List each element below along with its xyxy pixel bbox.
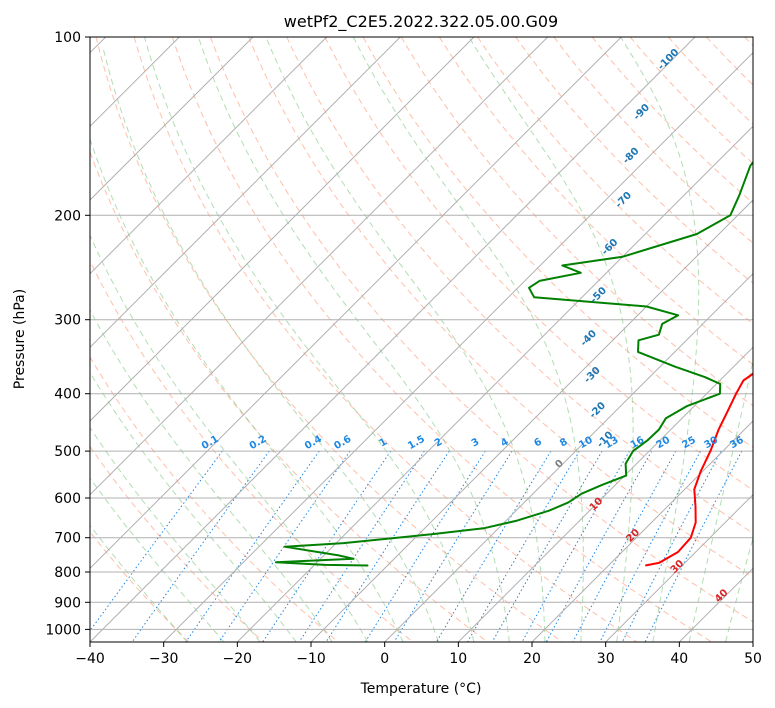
moist-adiabat bbox=[725, 536, 753, 642]
x-tick-label: 50 bbox=[744, 651, 762, 667]
dry-adiabat bbox=[286, 37, 753, 534]
y-tick-label: 200 bbox=[54, 208, 81, 224]
x-tick-label: −10 bbox=[296, 651, 326, 667]
y-tick-label: 400 bbox=[54, 387, 81, 403]
isotherm-gridline bbox=[605, 493, 753, 642]
x-tick-label: −30 bbox=[149, 651, 179, 667]
isotherm-gridline bbox=[163, 51, 753, 642]
x-tick-label: −40 bbox=[75, 651, 105, 667]
moist-adiabat bbox=[90, 234, 369, 642]
isotherm-gridline bbox=[90, 37, 622, 570]
dry-adiabat bbox=[400, 37, 753, 407]
isotherm-gridline bbox=[90, 37, 696, 642]
y-tick-label: 700 bbox=[54, 531, 81, 547]
moist-adiabat bbox=[90, 137, 404, 642]
x-tick-label: −20 bbox=[223, 651, 253, 667]
moist-adiabat bbox=[352, 37, 584, 642]
dry-adiabat bbox=[210, 37, 753, 623]
mixing-ratio-line bbox=[572, 450, 677, 642]
isotherm-gridline bbox=[531, 420, 753, 642]
dry-adiabat bbox=[90, 445, 264, 642]
mixing-ratio-line bbox=[90, 450, 223, 632]
mixing-ratio-line bbox=[599, 450, 701, 642]
dry-adiabat bbox=[90, 531, 190, 642]
isotherm-gridline bbox=[90, 37, 254, 201]
mixing-ratio-line bbox=[298, 450, 425, 642]
x-axis: −40 −30 −20 −10 0 10 20 30 40 50 bbox=[75, 642, 762, 667]
x-axis-label: Temperature (°C) bbox=[360, 681, 482, 697]
dewpoint-line bbox=[274, 160, 753, 567]
chart-title: wetPf2_C2E5.2022.322.05.00.G09 bbox=[284, 12, 558, 32]
dry-adiabat bbox=[248, 37, 753, 578]
series-group bbox=[274, 160, 753, 567]
isotherm-gridline bbox=[236, 125, 753, 642]
isotherm-gridline bbox=[384, 272, 753, 642]
mixing-ratio-label: 2 bbox=[433, 436, 445, 449]
background-lines bbox=[90, 37, 753, 642]
moist-adiabat bbox=[90, 426, 261, 642]
mixing-ratio-line bbox=[521, 450, 630, 642]
y-tick-label: 300 bbox=[54, 313, 81, 329]
mixing-ratio-label: 4 bbox=[499, 436, 511, 449]
dry-adiabat bbox=[90, 356, 339, 642]
isotherm-gridline bbox=[90, 37, 401, 349]
isotherm-gridline bbox=[457, 346, 753, 642]
isotherm-gridline bbox=[310, 199, 753, 642]
y-axis-label: Pressure (hPa) bbox=[12, 289, 28, 389]
temperature-line bbox=[645, 372, 753, 567]
isotherm-gridline bbox=[90, 37, 328, 275]
y-tick-label: 1000 bbox=[45, 622, 81, 638]
plot-frame bbox=[89, 36, 754, 643]
y-tick-label: 600 bbox=[54, 491, 81, 507]
y-tick-label: 100 bbox=[54, 30, 81, 46]
moist-adiabat bbox=[265, 37, 546, 642]
mixing-ratio-label: 3 bbox=[470, 436, 482, 449]
x-tick-label: 10 bbox=[449, 651, 467, 667]
moist-adiabat bbox=[90, 477, 225, 642]
moist-adiabat bbox=[620, 37, 700, 642]
moist-adiabat bbox=[197, 37, 510, 642]
moist-adiabat bbox=[103, 49, 439, 642]
moist-adiabat bbox=[688, 358, 753, 642]
isotherm-gridline bbox=[90, 37, 549, 496]
y-tick-label: 800 bbox=[54, 565, 81, 581]
dry-adiabat bbox=[171, 37, 712, 642]
mixing-ratio-label: 6 bbox=[532, 436, 544, 449]
mixing-ratio-line bbox=[621, 450, 722, 642]
grid bbox=[90, 37, 753, 642]
mixing-ratio-line bbox=[545, 450, 653, 642]
mixing-ratio-line bbox=[185, 450, 320, 642]
x-tick-label: 40 bbox=[670, 651, 688, 667]
dry-adiabat bbox=[438, 37, 753, 366]
dry-adiabat bbox=[90, 150, 488, 642]
x-tick-label: 0 bbox=[380, 651, 389, 667]
moist-adiabat bbox=[144, 37, 475, 642]
dry-adiabat bbox=[553, 37, 753, 244]
x-tick-label: 20 bbox=[523, 651, 541, 667]
mixing-ratio-label: 8 bbox=[558, 436, 570, 449]
mixing-ratio-line bbox=[491, 450, 603, 642]
mixing-ratio-line bbox=[644, 450, 743, 642]
moist-adiabat bbox=[90, 308, 333, 642]
dry-adiabat bbox=[133, 37, 638, 642]
y-tick-label: 900 bbox=[54, 595, 81, 611]
mixing-ratio-label: 1 bbox=[378, 436, 390, 449]
mixing-ratio-line bbox=[218, 450, 351, 642]
y-tick-label: 500 bbox=[54, 444, 81, 460]
x-tick-label: 30 bbox=[597, 651, 615, 667]
dry-adiabat bbox=[591, 37, 753, 204]
isotherm-gridline bbox=[90, 37, 475, 422]
y-axis: 100 200 300 400 500 600 700 800 900 1000 bbox=[45, 30, 90, 638]
